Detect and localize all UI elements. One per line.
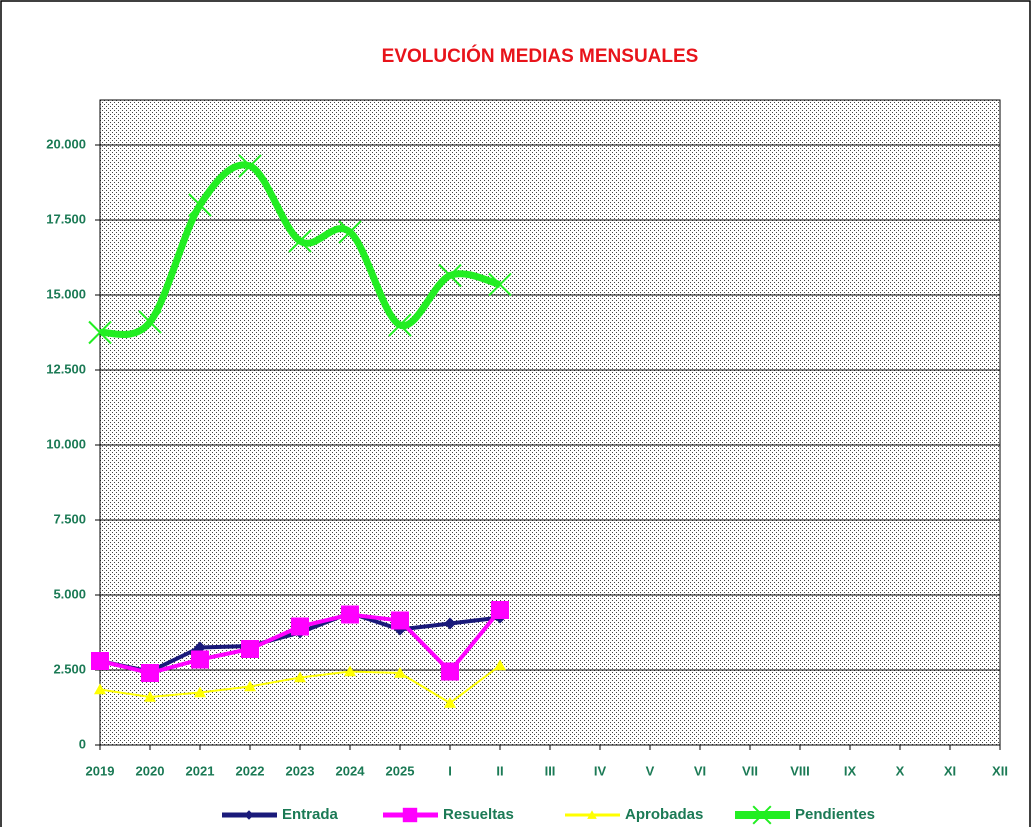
marker bbox=[391, 611, 409, 630]
y-tick-label: 15.000 bbox=[46, 286, 86, 301]
marker bbox=[491, 601, 509, 619]
x-tick-label: 2022 bbox=[236, 763, 265, 778]
x-tick-label: 2019 bbox=[86, 763, 115, 778]
legend-label: Aprobadas bbox=[625, 806, 703, 823]
marker bbox=[188, 193, 212, 217]
marker bbox=[338, 220, 362, 244]
marker bbox=[752, 805, 772, 825]
plot-area bbox=[99, 99, 1001, 746]
marker bbox=[441, 662, 459, 681]
marker bbox=[438, 263, 462, 288]
y-tick-label: 7.500 bbox=[53, 511, 86, 526]
marker bbox=[294, 671, 306, 683]
marker bbox=[141, 664, 159, 682]
marker bbox=[91, 652, 109, 670]
marker bbox=[341, 605, 359, 624]
y-tick-label: 17.500 bbox=[46, 211, 86, 226]
y-tick-label: 2.500 bbox=[53, 661, 86, 676]
marker bbox=[144, 691, 156, 702]
marker bbox=[244, 680, 256, 692]
marker bbox=[587, 810, 597, 819]
marker bbox=[488, 272, 512, 297]
marker bbox=[388, 313, 412, 337]
y-tick-label: 10.000 bbox=[46, 436, 86, 451]
marker bbox=[241, 640, 259, 658]
marker bbox=[88, 320, 112, 345]
x-tick-label: 2023 bbox=[286, 763, 315, 778]
y-tick-label: 0 bbox=[79, 736, 86, 751]
chart-title: EVOLUCIÓN MEDIAS MENSUALES bbox=[382, 45, 699, 67]
marker bbox=[444, 697, 456, 708]
y-tick-label: 12.500 bbox=[46, 361, 86, 376]
marker bbox=[238, 154, 262, 178]
y-tick-label: 5.000 bbox=[53, 586, 86, 601]
marker bbox=[344, 665, 356, 677]
marker bbox=[402, 807, 418, 823]
x-tick-label: VI bbox=[694, 763, 706, 778]
y-tick-label: 20.000 bbox=[46, 136, 86, 151]
x-tick-label: 2020 bbox=[136, 763, 165, 778]
x-tick-label: I bbox=[448, 763, 452, 778]
legend-label: Resueltas bbox=[443, 806, 514, 823]
marker bbox=[291, 617, 309, 636]
x-tick-label: VIII bbox=[790, 763, 810, 778]
marker bbox=[444, 617, 456, 630]
marker bbox=[244, 810, 254, 820]
marker bbox=[194, 686, 206, 698]
x-tick-label: 2021 bbox=[186, 763, 215, 778]
x-tick-label: XI bbox=[944, 763, 956, 778]
x-tick-label: 2024 bbox=[336, 763, 366, 778]
marker bbox=[394, 667, 406, 678]
marker bbox=[138, 310, 162, 334]
marker bbox=[191, 650, 209, 669]
marker bbox=[494, 659, 506, 671]
x-tick-label: V bbox=[646, 763, 655, 778]
legend-label: Pendientes bbox=[795, 806, 875, 823]
legend-label: Entrada bbox=[282, 806, 339, 823]
x-tick-label: III bbox=[545, 763, 556, 778]
x-tick-label: 2025 bbox=[386, 763, 415, 778]
x-tick-label: VII bbox=[742, 763, 758, 778]
x-tick-label: XII bbox=[992, 763, 1008, 778]
x-tick-label: IV bbox=[594, 763, 607, 778]
x-tick-label: IX bbox=[844, 763, 857, 778]
x-tick-label: X bbox=[896, 763, 905, 778]
marker bbox=[288, 229, 312, 253]
marker bbox=[94, 683, 106, 695]
x-tick-label: II bbox=[496, 763, 503, 778]
